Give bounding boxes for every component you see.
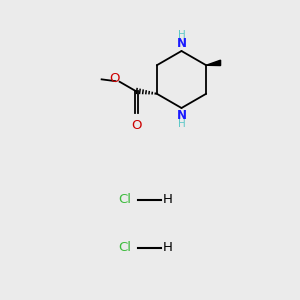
Text: N: N — [176, 37, 187, 50]
Text: H: H — [163, 241, 173, 254]
Text: H: H — [178, 119, 185, 129]
Text: Cl: Cl — [118, 193, 131, 206]
Text: H: H — [163, 193, 173, 206]
Polygon shape — [206, 60, 220, 66]
Text: H: H — [178, 30, 185, 40]
Text: O: O — [131, 118, 142, 132]
Text: Cl: Cl — [118, 241, 131, 254]
Text: N: N — [176, 109, 187, 122]
Text: O: O — [109, 72, 120, 85]
